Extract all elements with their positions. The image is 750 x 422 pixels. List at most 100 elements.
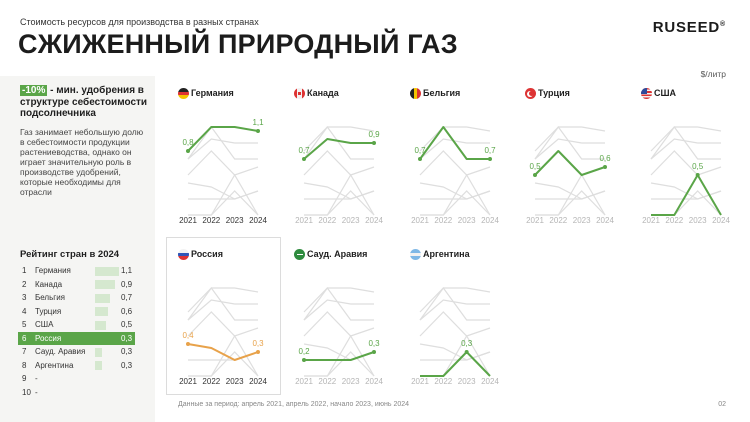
- data-point: [464, 350, 469, 354]
- background-series-line: [303, 286, 374, 321]
- background-series-line: [534, 126, 606, 152]
- data-point: [372, 350, 376, 354]
- data-label: 0,9: [368, 130, 380, 139]
- data-label: 0,3: [252, 339, 264, 348]
- flag-icon: [294, 249, 305, 260]
- ranking-row: 9-: [18, 372, 135, 386]
- ranking-value: 0,6: [121, 306, 133, 316]
- x-tick-label: 2024: [481, 216, 499, 225]
- data-label: 0,2: [298, 347, 310, 356]
- ranking-value: 0,7: [121, 293, 133, 302]
- chart-svg: 0,4 0,3 2021 2022 2023 2024: [179, 286, 267, 386]
- ranking-country: -: [35, 387, 38, 397]
- ranking-value: 0,5: [121, 320, 133, 329]
- ranking-row: 2 Канада 0,9: [18, 278, 135, 292]
- ranking-list: 1 Германия 1,1 2 Канада 0,9 3 Бельгия 0,7 4 Турция…: [18, 264, 135, 399]
- series-line: [420, 351, 491, 377]
- ranking-value: 0,9: [121, 279, 133, 289]
- x-tick-label: 2023: [458, 216, 476, 225]
- x-tick-label: 2021: [411, 216, 429, 225]
- data-label: 0,6: [599, 154, 611, 163]
- flag-icon: [178, 88, 189, 99]
- x-tick-label: 2024: [365, 377, 383, 386]
- series-line: [419, 126, 490, 160]
- background-series-line: [535, 190, 606, 200]
- background-series-line: [187, 311, 259, 337]
- chart-panel: Германия 0,8 1,1 2021 2022 2023 2024: [166, 77, 276, 227]
- background-series-line: [304, 190, 375, 216]
- chart-panel: США 0,5 2021 2022 2023 2024: [629, 77, 739, 227]
- ranking-bar: [95, 320, 106, 330]
- ranking-country: Германия: [35, 266, 71, 275]
- x-tick-label: 2021: [642, 216, 660, 225]
- ranking-value: 0,3: [121, 347, 133, 356]
- background-series-line: [303, 125, 374, 160]
- ruseed-logo: RUSEED®: [652, 19, 726, 36]
- flag-icon: [641, 88, 652, 99]
- background-series-line: [303, 311, 375, 337]
- flag-icon: [410, 249, 421, 260]
- chart-panel: Турция 0,5 0,6 2021 2022 2023 2024: [513, 77, 623, 227]
- chart-svg: 0,7 0,9 2021 2022 2023 2024: [295, 125, 383, 225]
- ranking-value: 0,3: [121, 333, 133, 343]
- background-series-line: [419, 286, 490, 321]
- ranking-bar: [95, 266, 119, 276]
- data-point: [488, 157, 492, 161]
- data-point: [186, 342, 190, 346]
- background-series-line: [187, 287, 259, 313]
- data-point: [695, 173, 700, 177]
- x-tick-label: 2024: [712, 216, 730, 225]
- chart-panel: Россия 0,4 0,3 2021 2022 2023 2024: [166, 238, 276, 388]
- flag-icon: [294, 88, 305, 99]
- data-label: 0,3: [461, 339, 473, 348]
- data-label: 0,5: [529, 162, 541, 171]
- subtitle: Стоимость ресурсов для производства в ра…: [20, 17, 259, 27]
- data-point: [302, 157, 306, 161]
- ranking-bar: [95, 334, 102, 343]
- background-series-line: [188, 190, 259, 216]
- background-series-line: [303, 126, 375, 152]
- x-tick-label: 2022: [202, 377, 220, 386]
- background-series-line: [420, 190, 491, 216]
- data-point: [533, 173, 537, 177]
- description-text: Газ занимает небольшую долю в себестоимо…: [20, 127, 144, 197]
- ranking-value: 0,3: [121, 360, 133, 370]
- x-tick-label: 2022: [434, 377, 452, 386]
- background-series-line: [187, 138, 258, 160]
- ranking-rank: 10: [22, 387, 31, 397]
- ranking-row: 10-: [18, 386, 135, 400]
- background-series-line: [420, 351, 491, 361]
- chart-country-name: США: [654, 88, 677, 98]
- background-series-line: [650, 138, 721, 160]
- x-tick-label: 2023: [226, 216, 244, 225]
- background-series-line: [420, 190, 491, 200]
- chart-country-name: Сауд. Аравия: [307, 249, 368, 259]
- background-series-line: [650, 126, 722, 152]
- ranking-rank: 2: [22, 279, 27, 289]
- background-series-line: [650, 125, 721, 160]
- x-tick-label: 2024: [596, 216, 614, 225]
- chart-country-name: Турция: [538, 88, 570, 98]
- ranking-bar: [95, 347, 102, 357]
- data-point: [603, 165, 607, 169]
- left-panel: [0, 76, 155, 422]
- background-series-line: [304, 190, 375, 200]
- background-series-line: [187, 299, 258, 321]
- background-series-line: [534, 138, 605, 160]
- data-point: [372, 141, 376, 145]
- ranking-bar: [95, 293, 111, 303]
- chart-svg: 0,7 0,7 2021 2022 2023 2024: [411, 126, 499, 225]
- data-point: [256, 350, 260, 354]
- x-tick-label: 2021: [295, 377, 313, 386]
- ranking-rank: 9: [22, 374, 27, 383]
- ranking-bar: [95, 280, 115, 289]
- highlight-block: -10% - мин. удобрения в структуре себест…: [20, 85, 148, 120]
- ranking-row: 7 Сауд. Аравия 0,3: [18, 345, 135, 359]
- chart-svg: 0,5 2021 2022 2023 2024: [642, 125, 730, 225]
- highlight-text: - мин. удобрения в структуре себестоимос…: [20, 85, 148, 119]
- data-label: 0,7: [414, 146, 426, 155]
- background-series-line: [303, 287, 375, 313]
- ranking-bar: [95, 361, 102, 370]
- x-tick-label: 2024: [249, 216, 267, 225]
- ranking-rank: 3: [22, 293, 27, 302]
